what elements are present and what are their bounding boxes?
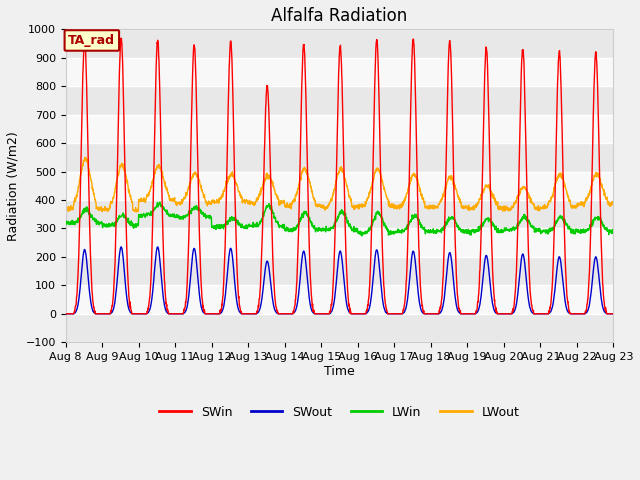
LWin <box>355 229 363 235</box>
LWout <box>132 209 140 215</box>
SWin <box>61 311 69 317</box>
Bar <box>65 285 613 314</box>
Legend: SWin, SWout, LWin, LWout: SWin, SWout, LWin, LWout <box>154 401 524 423</box>
LWout <box>561 183 569 189</box>
LWout <box>577 202 584 207</box>
LWin <box>367 225 375 231</box>
SWin <box>576 311 584 317</box>
SWin <box>561 245 569 251</box>
Bar <box>65 228 613 257</box>
Bar <box>65 257 613 285</box>
Bar <box>65 314 613 342</box>
LWout <box>356 205 364 211</box>
SWout <box>214 311 222 317</box>
Bar <box>65 86 613 115</box>
SWin <box>609 311 617 317</box>
Bar <box>65 58 613 86</box>
SWin <box>355 311 363 317</box>
LWout <box>499 208 507 214</box>
SWout <box>355 311 363 317</box>
SWout <box>576 311 584 317</box>
LWin <box>609 227 617 232</box>
Line: LWin: LWin <box>65 202 613 236</box>
LWin <box>499 228 507 234</box>
Bar <box>65 171 613 200</box>
LWout <box>367 186 375 192</box>
Bar <box>65 29 613 58</box>
Text: TA_rad: TA_rad <box>68 34 115 47</box>
Line: SWin: SWin <box>65 38 613 314</box>
SWin <box>118 36 125 41</box>
LWout <box>215 198 223 204</box>
LWout <box>81 155 89 160</box>
LWout <box>609 200 617 206</box>
Title: Alfalfa Radiation: Alfalfa Radiation <box>271 7 408 25</box>
Bar <box>65 115 613 143</box>
Line: SWout: SWout <box>65 247 613 314</box>
Line: LWout: LWout <box>65 157 613 212</box>
LWin <box>156 199 164 205</box>
LWin <box>577 230 584 236</box>
Y-axis label: Radiation (W/m2): Radiation (W/m2) <box>7 131 20 240</box>
LWout <box>61 207 69 213</box>
SWout <box>499 311 506 317</box>
X-axis label: Time: Time <box>324 365 355 378</box>
SWin <box>499 311 506 317</box>
SWout <box>561 297 569 302</box>
LWin <box>214 223 222 229</box>
SWin <box>367 241 375 247</box>
Bar <box>65 143 613 171</box>
SWout <box>609 311 617 317</box>
SWin <box>214 311 222 317</box>
LWin <box>358 233 366 239</box>
Bar <box>65 200 613 228</box>
LWin <box>561 218 569 224</box>
SWout <box>117 244 125 250</box>
SWout <box>367 295 375 301</box>
SWout <box>61 311 69 317</box>
LWin <box>61 222 69 228</box>
